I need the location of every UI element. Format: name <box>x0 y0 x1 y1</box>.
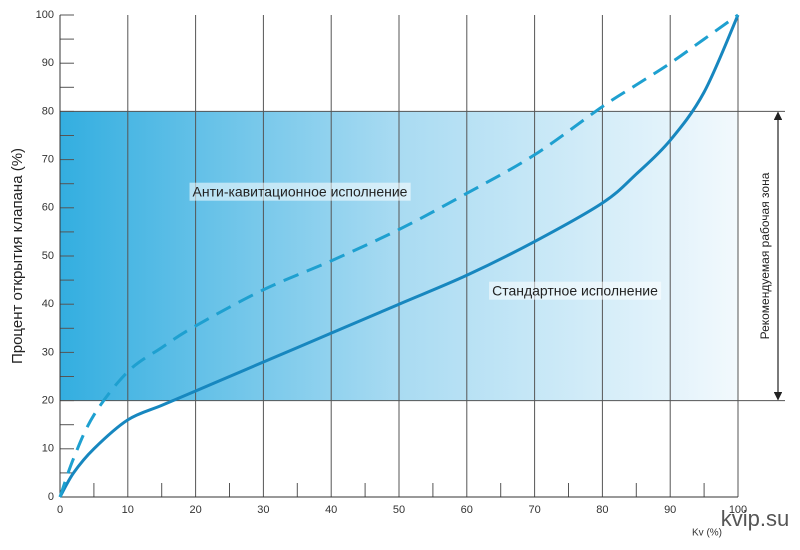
y-axis-label: Процент открытия клапана (%) <box>9 148 26 364</box>
x-tick-label: 100 <box>729 504 747 516</box>
x-tick-label: 70 <box>528 504 540 516</box>
annotation-bg <box>189 182 411 201</box>
x-tick-label: 50 <box>393 504 405 516</box>
series-annotation: Стандартное исполнение <box>492 283 658 299</box>
y-tick-label: 30 <box>42 346 54 358</box>
annotation-bg <box>489 281 662 300</box>
series-line <box>58 13 739 498</box>
y-tick-label: 70 <box>42 154 54 166</box>
x-tick-label: 0 <box>57 504 63 516</box>
x-tick-label: 40 <box>325 504 337 516</box>
y-tick-label: 50 <box>42 250 54 262</box>
y-tick-label: 20 <box>42 395 54 407</box>
series-line <box>58 14 740 498</box>
x-axis-label: Kv (%) <box>692 528 722 539</box>
x-tick-label: 10 <box>122 504 134 516</box>
y-tick-label: 0 <box>48 491 54 503</box>
y-tick-label: 90 <box>42 57 54 69</box>
zone-label: Рекомендуемая рабочая зона <box>758 172 772 339</box>
x-tick-label: 80 <box>596 504 608 516</box>
x-tick-label: 60 <box>461 504 473 516</box>
y-tick-label: 100 <box>36 9 54 21</box>
y-tick-label: 80 <box>42 105 54 117</box>
y-tick-label: 10 <box>42 443 54 455</box>
y-tick-label: 60 <box>42 202 54 214</box>
x-tick-label: 30 <box>257 504 269 516</box>
series-annotation: Анти-кавитационное исполнение <box>193 184 408 200</box>
watermark: kvip.su <box>721 506 789 531</box>
x-tick-label: 20 <box>189 504 201 516</box>
x-tick-label: 90 <box>664 504 676 516</box>
y-tick-label: 40 <box>42 298 54 310</box>
